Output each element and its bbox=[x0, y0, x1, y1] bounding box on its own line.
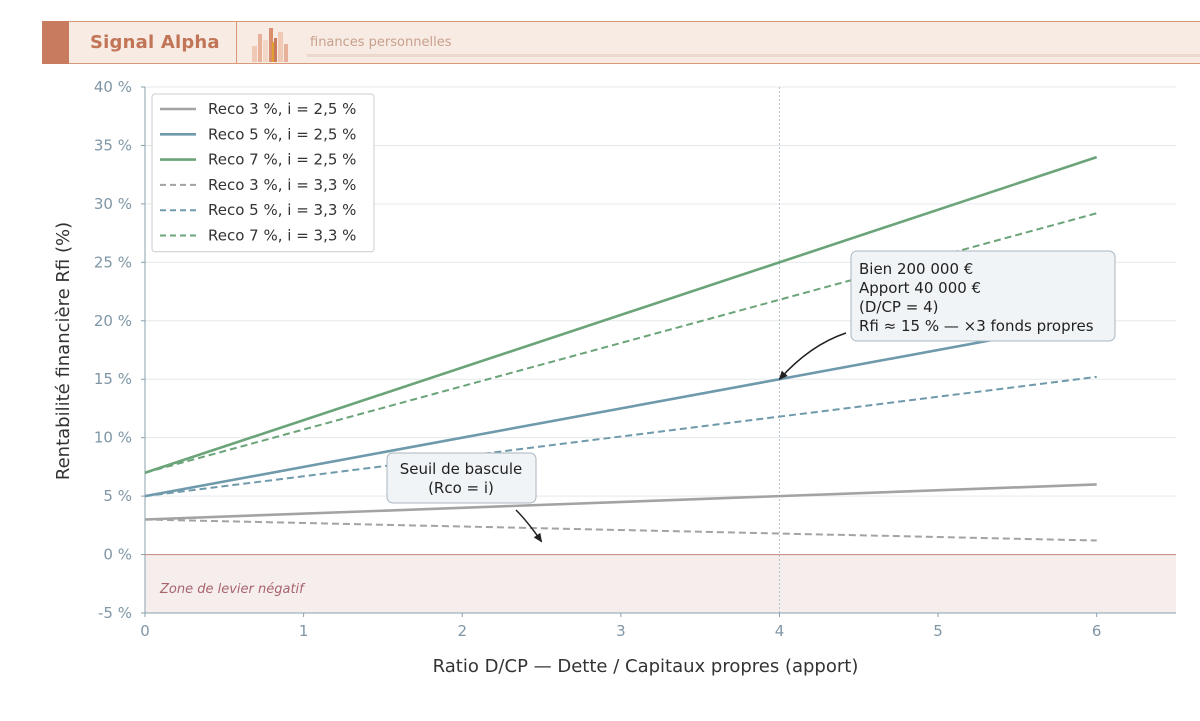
x-tick-label: 5 bbox=[933, 622, 943, 640]
legend-label: Reco 5 %, i = 3,3 % bbox=[208, 201, 356, 219]
series-line bbox=[144, 375, 1097, 498]
annotation-text: (D/CP = 4) bbox=[859, 298, 938, 316]
series-line bbox=[144, 483, 1097, 521]
annotation-box bbox=[386, 452, 537, 504]
legend-label: Reco 3 %, i = 3,3 % bbox=[208, 176, 356, 194]
annotation-text: Seuil de bascule bbox=[400, 460, 523, 478]
y-tick-label: 30 % bbox=[94, 195, 132, 213]
negative-zone-label: Zone de levier négatif bbox=[159, 582, 306, 597]
series-line bbox=[144, 319, 1097, 498]
x-ticks: 0 1 2 3 4 5 6 bbox=[140, 613, 1101, 640]
legend-box bbox=[151, 93, 375, 253]
x-tick-label: 3 bbox=[616, 622, 626, 640]
legend-label: Reco 7 %, i = 2,5 % bbox=[208, 151, 356, 169]
annotation-text: Bien 200 000 € bbox=[859, 260, 973, 278]
x-tick-label: 0 bbox=[140, 622, 150, 640]
y-tick-label: 35 % bbox=[94, 136, 132, 154]
annotation-box bbox=[850, 250, 1116, 342]
y-tick-label: 25 % bbox=[94, 253, 132, 271]
series-line bbox=[144, 518, 1097, 542]
brand-swatch bbox=[42, 21, 69, 64]
x-tick-label: 1 bbox=[299, 622, 309, 640]
bar-chart-logo-icon bbox=[252, 28, 288, 62]
annotation-text: Rfi ≈ 15 % — ×3 fonds propres bbox=[859, 317, 1094, 335]
y-tick-label: 5 % bbox=[103, 487, 132, 505]
y-tick-label: -5 % bbox=[98, 604, 132, 622]
negative-zone bbox=[145, 554, 1176, 613]
header-separator bbox=[236, 22, 237, 63]
legend-label: Reco 5 %, i = 2,5 % bbox=[208, 125, 356, 143]
legend-label: Reco 7 %, i = 3,3 % bbox=[208, 227, 356, 245]
legend-label: Reco 3 %, i = 2,5 % bbox=[208, 100, 356, 118]
annotations: Bien 200 000 €Apport 40 000 €(D/CP = 4)R… bbox=[386, 250, 1116, 543]
header-subtitle: finances personnelles bbox=[310, 35, 452, 50]
annotation-text: (Rco = i) bbox=[428, 479, 494, 497]
header-rule bbox=[307, 54, 1200, 57]
annotation-text: Apport 40 000 € bbox=[859, 279, 981, 297]
x-tick-label: 2 bbox=[457, 622, 467, 640]
legend: Reco 3 %, i = 2,5 % Reco 5 %, i = 2,5 % Re… bbox=[151, 93, 375, 253]
brand-name: Signal Alpha bbox=[90, 32, 220, 53]
series-group bbox=[144, 155, 1098, 542]
x-tick-label: 6 bbox=[1092, 622, 1102, 640]
y-tick-label: 10 % bbox=[94, 429, 132, 447]
y-tick-label: 40 % bbox=[94, 78, 132, 96]
axes bbox=[144, 87, 1176, 614]
y-ticks: -5 % 0 % 5 % 10 % 15 % 20 % 25 % 30 % 35 % 40 % bbox=[94, 78, 145, 622]
series-line bbox=[144, 155, 1098, 474]
x-tick-label: 4 bbox=[775, 622, 785, 640]
y-axis-title: Rentabilité financière Rfi (%) bbox=[53, 222, 74, 480]
y-tick-label: 0 % bbox=[103, 546, 132, 564]
annotation-arrow bbox=[515, 509, 543, 543]
annotation-arrow bbox=[778, 332, 847, 380]
y-tick-label: 20 % bbox=[94, 312, 132, 330]
y-tick-label: 15 % bbox=[94, 370, 132, 388]
header-bar: Signal Alpha finances personnelles bbox=[42, 21, 1200, 64]
x-axis-title: Ratio D/CP — Dette / Capitaux propres (a… bbox=[433, 656, 859, 677]
